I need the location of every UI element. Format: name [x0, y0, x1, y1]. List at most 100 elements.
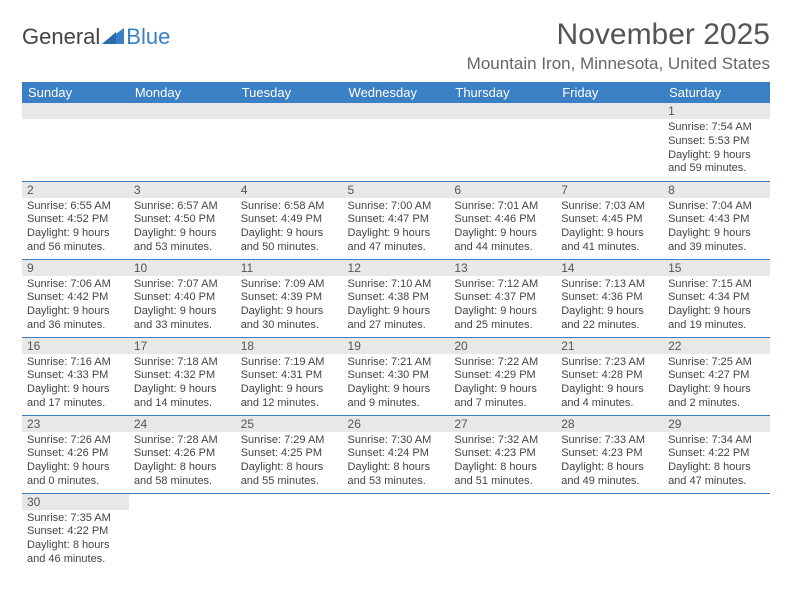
- day-number: 7: [556, 182, 663, 198]
- day-info: Sunrise: 7:12 AMSunset: 4:37 PMDaylight:…: [449, 276, 556, 333]
- sunset-text: Sunset: 4:46 PM: [454, 213, 551, 227]
- day-number: 9: [22, 260, 129, 276]
- sunrise-text: Sunrise: 7:28 AM: [134, 434, 231, 448]
- daylight-text-2: and 27 minutes.: [348, 319, 445, 333]
- daylight-text-2: and 9 minutes.: [348, 397, 445, 411]
- day-number: 15: [663, 260, 770, 276]
- daylight-text-1: Daylight: 9 hours: [561, 227, 658, 241]
- daylight-text-2: and 17 minutes.: [27, 397, 124, 411]
- sunset-text: Sunset: 4:43 PM: [668, 213, 765, 227]
- sunrise-text: Sunrise: 7:16 AM: [27, 356, 124, 370]
- day-number-bar-empty: [343, 103, 450, 119]
- day-number: 17: [129, 338, 236, 354]
- daylight-text-1: Daylight: 9 hours: [348, 227, 445, 241]
- sunset-text: Sunset: 4:22 PM: [27, 525, 124, 539]
- daylight-text-1: Daylight: 9 hours: [134, 305, 231, 319]
- weekday-header-row: Sunday Monday Tuesday Wednesday Thursday…: [22, 82, 770, 103]
- calendar-cell: 27Sunrise: 7:32 AMSunset: 4:23 PMDayligh…: [449, 415, 556, 493]
- calendar-cell: [129, 103, 236, 181]
- day-info: Sunrise: 7:30 AMSunset: 4:24 PMDaylight:…: [343, 432, 450, 489]
- daylight-text-1: Daylight: 9 hours: [668, 149, 765, 163]
- day-info: Sunrise: 7:23 AMSunset: 4:28 PMDaylight:…: [556, 354, 663, 411]
- day-info: Sunrise: 7:18 AMSunset: 4:32 PMDaylight:…: [129, 354, 236, 411]
- daylight-text-1: Daylight: 9 hours: [348, 305, 445, 319]
- logo-word1: General: [22, 24, 100, 50]
- sunrise-text: Sunrise: 6:57 AM: [134, 200, 231, 214]
- sunrise-text: Sunrise: 7:07 AM: [134, 278, 231, 292]
- day-number: 11: [236, 260, 343, 276]
- sunrise-text: Sunrise: 7:10 AM: [348, 278, 445, 292]
- daylight-text-1: Daylight: 9 hours: [561, 305, 658, 319]
- sunrise-text: Sunrise: 7:13 AM: [561, 278, 658, 292]
- calendar-cell: 2Sunrise: 6:55 AMSunset: 4:52 PMDaylight…: [22, 181, 129, 259]
- sunset-text: Sunset: 4:39 PM: [241, 291, 338, 305]
- sunset-text: Sunset: 4:28 PM: [561, 369, 658, 383]
- weekday-header: Sunday: [22, 82, 129, 103]
- day-info: Sunrise: 7:15 AMSunset: 4:34 PMDaylight:…: [663, 276, 770, 333]
- daylight-text-1: Daylight: 9 hours: [668, 383, 765, 397]
- calendar-cell: [236, 103, 343, 181]
- sunrise-text: Sunrise: 7:29 AM: [241, 434, 338, 448]
- daylight-text-1: Daylight: 9 hours: [348, 383, 445, 397]
- daylight-text-1: Daylight: 9 hours: [27, 383, 124, 397]
- sunrise-text: Sunrise: 7:26 AM: [27, 434, 124, 448]
- day-number-bar-empty: [449, 103, 556, 119]
- calendar-cell: 4Sunrise: 6:58 AMSunset: 4:49 PMDaylight…: [236, 181, 343, 259]
- calendar-cell: 1Sunrise: 7:54 AMSunset: 5:53 PMDaylight…: [663, 103, 770, 181]
- day-number: 23: [22, 416, 129, 432]
- daylight-text-1: Daylight: 9 hours: [241, 383, 338, 397]
- daylight-text-1: Daylight: 8 hours: [668, 461, 765, 475]
- daylight-text-2: and 44 minutes.: [454, 241, 551, 255]
- daylight-text-2: and 7 minutes.: [454, 397, 551, 411]
- day-info: Sunrise: 7:29 AMSunset: 4:25 PMDaylight:…: [236, 432, 343, 489]
- calendar-cell: [556, 103, 663, 181]
- calendar-cell: [236, 493, 343, 571]
- sunrise-text: Sunrise: 7:33 AM: [561, 434, 658, 448]
- daylight-text-2: and 33 minutes.: [134, 319, 231, 333]
- sunrise-text: Sunrise: 7:34 AM: [668, 434, 765, 448]
- sunrise-text: Sunrise: 7:35 AM: [27, 512, 124, 526]
- sunset-text: Sunset: 4:24 PM: [348, 447, 445, 461]
- sunrise-text: Sunrise: 7:30 AM: [348, 434, 445, 448]
- sunrise-text: Sunrise: 7:22 AM: [454, 356, 551, 370]
- sunrise-text: Sunrise: 7:54 AM: [668, 121, 765, 135]
- calendar-cell: 3Sunrise: 6:57 AMSunset: 4:50 PMDaylight…: [129, 181, 236, 259]
- daylight-text-2: and 49 minutes.: [561, 475, 658, 489]
- day-number-bar-empty: [236, 103, 343, 119]
- sunrise-text: Sunrise: 7:09 AM: [241, 278, 338, 292]
- sunrise-text: Sunrise: 7:23 AM: [561, 356, 658, 370]
- daylight-text-2: and 51 minutes.: [454, 475, 551, 489]
- sunrise-text: Sunrise: 7:06 AM: [27, 278, 124, 292]
- sunset-text: Sunset: 4:26 PM: [27, 447, 124, 461]
- day-number: 26: [343, 416, 450, 432]
- sunset-text: Sunset: 4:25 PM: [241, 447, 338, 461]
- daylight-text-2: and 53 minutes.: [348, 475, 445, 489]
- sunset-text: Sunset: 4:34 PM: [668, 291, 765, 305]
- daylight-text-2: and 12 minutes.: [241, 397, 338, 411]
- sunrise-text: Sunrise: 7:32 AM: [454, 434, 551, 448]
- day-info: Sunrise: 7:34 AMSunset: 4:22 PMDaylight:…: [663, 432, 770, 489]
- day-info: Sunrise: 7:26 AMSunset: 4:26 PMDaylight:…: [22, 432, 129, 489]
- day-number: 28: [556, 416, 663, 432]
- sunrise-text: Sunrise: 7:21 AM: [348, 356, 445, 370]
- logo: General Blue: [22, 24, 170, 50]
- sunrise-text: Sunrise: 7:25 AM: [668, 356, 765, 370]
- day-info: Sunrise: 7:32 AMSunset: 4:23 PMDaylight:…: [449, 432, 556, 489]
- daylight-text-2: and 47 minutes.: [668, 475, 765, 489]
- daylight-text-1: Daylight: 9 hours: [241, 227, 338, 241]
- calendar-cell: 13Sunrise: 7:12 AMSunset: 4:37 PMDayligh…: [449, 259, 556, 337]
- day-number: 5: [343, 182, 450, 198]
- calendar-cell: [449, 493, 556, 571]
- sunset-text: Sunset: 4:31 PM: [241, 369, 338, 383]
- daylight-text-1: Daylight: 8 hours: [27, 539, 124, 553]
- sunset-text: Sunset: 4:33 PM: [27, 369, 124, 383]
- daylight-text-2: and 47 minutes.: [348, 241, 445, 255]
- day-number: 29: [663, 416, 770, 432]
- daylight-text-2: and 53 minutes.: [134, 241, 231, 255]
- calendar-cell: [129, 493, 236, 571]
- calendar-week-row: 9Sunrise: 7:06 AMSunset: 4:42 PMDaylight…: [22, 259, 770, 337]
- daylight-text-1: Daylight: 9 hours: [454, 305, 551, 319]
- weekday-header: Wednesday: [343, 82, 450, 103]
- daylight-text-2: and 25 minutes.: [454, 319, 551, 333]
- day-number: 2: [22, 182, 129, 198]
